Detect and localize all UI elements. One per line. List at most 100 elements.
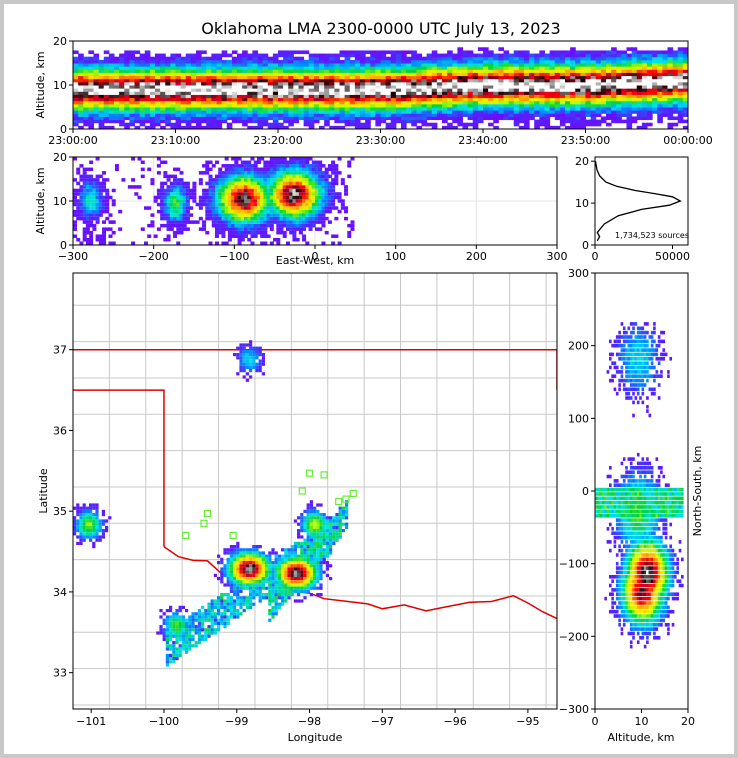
altitude-time-cell [636, 113, 643, 117]
altitude-time-cell [529, 91, 535, 95]
altitude-time-cell [339, 110, 346, 114]
east-west-cell [76, 188, 81, 193]
east-west-cell [244, 164, 249, 168]
map-density-cell [277, 573, 281, 577]
altitude-time-cell [672, 85, 679, 89]
altitude-time-cell [98, 103, 105, 108]
altitude-time-cell [431, 91, 438, 95]
east-west-cell [327, 195, 332, 200]
altitude-time-cell [165, 113, 171, 117]
altitude-time-cell [185, 119, 192, 124]
east-west-cell [95, 199, 100, 203]
altitude-time-cell [155, 94, 161, 99]
altitude-time-cell [308, 88, 315, 92]
altitude-time-cell [452, 100, 458, 105]
altitude-time-cell [216, 63, 223, 67]
altitude-time-cell [211, 97, 218, 102]
east-west-cell [82, 185, 87, 189]
altitude-time-cell [611, 63, 617, 67]
map-density-cell [239, 599, 243, 603]
map-density-cell [297, 570, 301, 574]
east-west-cell [327, 206, 332, 210]
altitude-time-cell [272, 122, 279, 127]
map-density-cell [226, 593, 230, 597]
map-density-cell [95, 525, 99, 529]
altitude-time-cell [257, 103, 264, 108]
altitude-time-cell [626, 113, 633, 117]
altitude-time-cell [529, 75, 535, 80]
map-density-cell [213, 631, 217, 635]
east-west-cell [318, 185, 323, 189]
map-density-cell [297, 532, 301, 536]
map-density-cell [236, 545, 240, 549]
altitude-time-cell [457, 59, 464, 64]
altitude-time-cell [334, 113, 341, 117]
altitude-time-cell [524, 69, 530, 73]
altitude-time-cell [237, 63, 243, 67]
altitude-time-cell [682, 97, 688, 102]
altitude-time-cell [401, 100, 407, 105]
east-west-cell [292, 192, 297, 196]
altitude-time-cell [442, 125, 448, 129]
altitude-time-cell [119, 66, 125, 70]
altitude-time-cell [216, 97, 223, 102]
map-density-cell [165, 647, 169, 651]
altitude-time-cell [298, 113, 305, 117]
map-density-cell [271, 561, 275, 565]
altitude-time-cell [211, 103, 218, 108]
east-west-cell [285, 223, 290, 228]
map-density-cell [284, 589, 288, 593]
map-density-cell [188, 618, 192, 622]
east-west-cell [121, 178, 126, 182]
altitude-time-cell [416, 100, 423, 105]
map-density-cell [185, 634, 189, 638]
altitude-time-cell [647, 116, 653, 121]
map-density-cell [239, 362, 243, 366]
map-density-cell [82, 513, 86, 517]
altitude-time-cell [575, 110, 581, 114]
altitude-time-cell [380, 85, 387, 89]
altitude-time-cell [360, 53, 366, 58]
altitude-time-xtick-label: 23:10:00 [151, 134, 200, 147]
altitude-time-cell [257, 119, 264, 124]
altitude-time-cell [380, 97, 387, 102]
east-west-cell [131, 185, 136, 189]
map-density-cell [194, 628, 198, 632]
altitude-time-cell [262, 91, 269, 95]
altitude-time-cell [380, 110, 387, 114]
altitude-time-cell [472, 97, 479, 102]
east-west-cell [224, 171, 229, 175]
altitude-time-cell [401, 91, 407, 95]
map-density-cell [255, 561, 259, 565]
east-west-cell [73, 227, 77, 231]
east-west-cell [250, 199, 255, 203]
altitude-time-cell [78, 72, 84, 77]
map-density-cell [258, 346, 262, 350]
altitude-time-cell [319, 110, 325, 114]
altitude-time-cell [114, 75, 120, 80]
altitude-time-cell [544, 75, 551, 80]
east-west-cell [308, 188, 313, 193]
map-density-cell [249, 593, 253, 597]
altitude-time-cell [114, 100, 120, 105]
map-density-cell [300, 545, 304, 549]
east-west-cell [182, 181, 187, 186]
altitude-time-cell [144, 107, 151, 111]
altitude-time-cell [483, 94, 489, 99]
east-west-cell [273, 164, 278, 168]
map-density-cell [92, 519, 96, 523]
east-west-cell [289, 171, 294, 175]
map-density-cell [287, 548, 291, 552]
altitude-time-cell [319, 63, 325, 67]
east-west-cell [289, 202, 294, 207]
east-west-cell [176, 209, 181, 214]
altitude-time-cell [672, 91, 679, 95]
east-west-cell [324, 216, 329, 221]
altitude-time-cell [206, 125, 212, 129]
altitude-time-cell [160, 75, 166, 80]
altitude-time-cell [595, 78, 602, 83]
altitude-time-cell [339, 85, 346, 89]
east-west-cell [292, 206, 297, 210]
altitude-time-cell [134, 75, 141, 80]
